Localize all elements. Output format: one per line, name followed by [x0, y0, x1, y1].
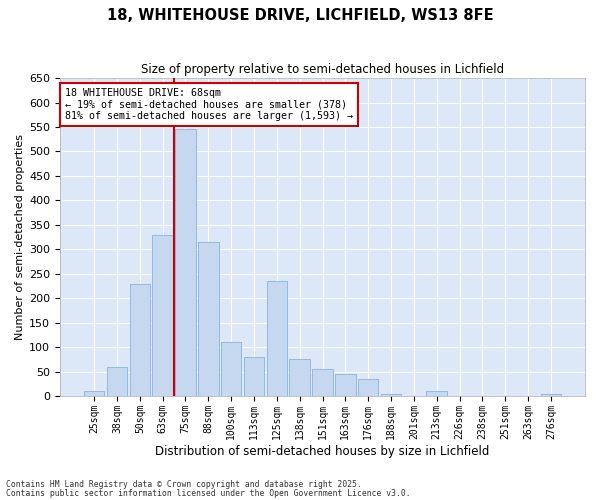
Bar: [335, 374, 356, 396]
Bar: [198, 242, 218, 396]
Text: 18 WHITEHOUSE DRIVE: 68sqm
← 19% of semi-detached houses are smaller (378)
81% o: 18 WHITEHOUSE DRIVE: 68sqm ← 19% of semi…: [65, 88, 353, 121]
Bar: [312, 369, 333, 396]
Bar: [84, 391, 104, 396]
X-axis label: Distribution of semi-detached houses by size in Lichfield: Distribution of semi-detached houses by …: [155, 444, 490, 458]
Text: 18, WHITEHOUSE DRIVE, LICHFIELD, WS13 8FE: 18, WHITEHOUSE DRIVE, LICHFIELD, WS13 8F…: [107, 8, 493, 22]
Bar: [541, 394, 561, 396]
Y-axis label: Number of semi-detached properties: Number of semi-detached properties: [15, 134, 25, 340]
Bar: [152, 234, 173, 396]
Bar: [221, 342, 241, 396]
Bar: [107, 366, 127, 396]
Title: Size of property relative to semi-detached houses in Lichfield: Size of property relative to semi-detach…: [141, 62, 504, 76]
Text: Contains public sector information licensed under the Open Government Licence v3: Contains public sector information licen…: [6, 488, 410, 498]
Text: Contains HM Land Registry data © Crown copyright and database right 2025.: Contains HM Land Registry data © Crown c…: [6, 480, 362, 489]
Bar: [289, 360, 310, 396]
Bar: [266, 281, 287, 396]
Bar: [175, 130, 196, 396]
Bar: [244, 357, 264, 396]
Bar: [427, 391, 447, 396]
Bar: [358, 379, 379, 396]
Bar: [130, 284, 150, 396]
Bar: [381, 394, 401, 396]
